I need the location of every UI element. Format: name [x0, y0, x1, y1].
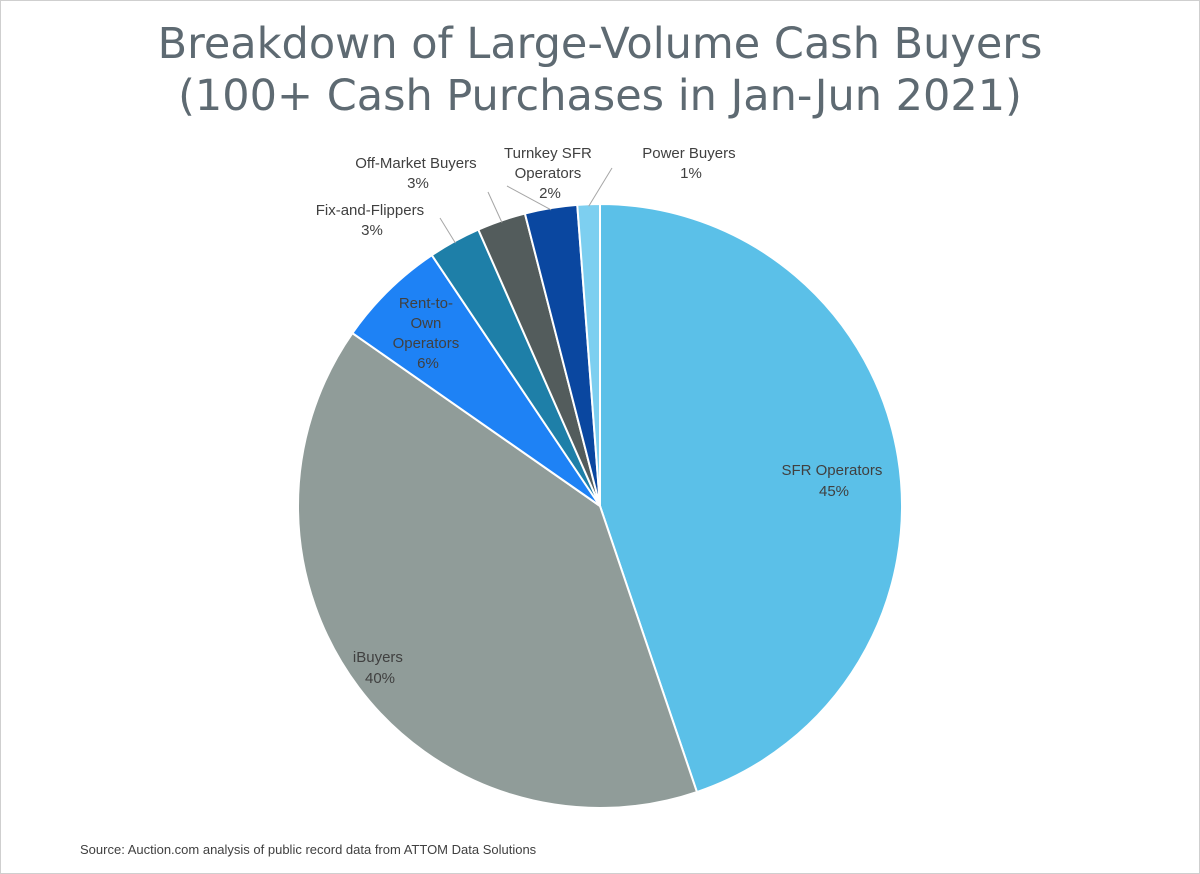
pie-slices: [297, 202, 903, 809]
label-fix-and-flippers: Fix-and-Flippers 3%: [316, 202, 429, 239]
label-power-name: Power Buyers: [642, 145, 735, 162]
chart-title: Breakdown of Large-Volume Cash Buyers (1…: [0, 18, 1200, 122]
label-sfr-percent: 45%: [819, 483, 849, 500]
label-turnkey-percent: 2%: [539, 185, 561, 202]
leader-line-turnkey: [506, 185, 552, 211]
label-offmarket-name: Off-Market Buyers: [355, 155, 476, 172]
label-rto-percent: 6%: [417, 355, 439, 372]
label-ibuyers-name: iBuyers: [353, 649, 403, 666]
label-power-buyers: Power Buyers 1%: [642, 145, 740, 182]
leader-lines: [439, 167, 613, 244]
label-ibuyers-percent: 40%: [365, 670, 395, 687]
label-turnkey-sfr: Turnkey SFR Operators 2%: [504, 145, 596, 202]
label-rent-to-own: Rent-to- Own Operators 6%: [393, 295, 464, 372]
label-off-market-buyers: Off-Market Buyers 3%: [355, 155, 481, 192]
pie-slice-power: [576, 202, 601, 507]
label-turnkey-line-1: Turnkey SFR: [504, 145, 592, 162]
label-sfr-operators: SFR Operators 45%: [781, 462, 886, 500]
label-ibuyers: iBuyers 40%: [353, 649, 407, 687]
label-sfr-name: SFR Operators: [781, 462, 882, 479]
leader-line-power: [588, 167, 613, 207]
source-note: Source: Auction.com analysis of public r…: [80, 842, 537, 857]
label-turnkey-line-2: Operators: [515, 165, 582, 182]
label-offmarket-percent: 3%: [407, 175, 429, 192]
leader-line-offmarket: [487, 191, 503, 223]
label-rto-line-1: Rent-to-: [399, 295, 453, 312]
chart-title-line-2: (100+ Cash Purchases in Jan-Jun 2021): [178, 71, 1022, 121]
pie-slice-sfr: [599, 202, 903, 794]
label-rto-line-2: Own: [410, 315, 441, 332]
pie-slice-ibuyers: [297, 331, 699, 809]
label-power-percent: 1%: [680, 165, 702, 182]
label-rto-line-3: Operators: [393, 335, 460, 352]
label-fix-percent: 3%: [361, 222, 383, 239]
chart-title-line-1: Breakdown of Large-Volume Cash Buyers: [157, 19, 1043, 69]
label-fix-name: Fix-and-Flippers: [316, 202, 424, 219]
leader-line-fix: [439, 217, 456, 244]
